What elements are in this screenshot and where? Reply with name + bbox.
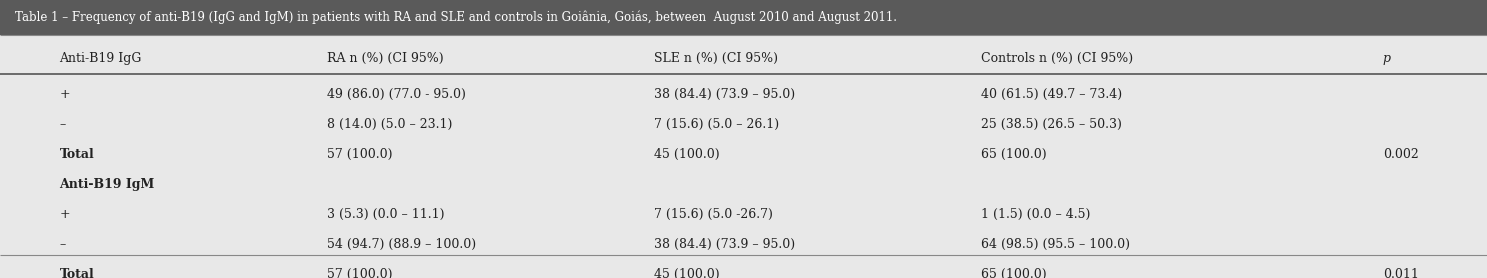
Text: 45 (100.0): 45 (100.0) — [654, 148, 720, 161]
Text: +: + — [59, 88, 70, 101]
Text: Total: Total — [59, 148, 94, 161]
FancyBboxPatch shape — [0, 0, 1487, 35]
Text: 7 (15.6) (5.0 – 26.1): 7 (15.6) (5.0 – 26.1) — [654, 118, 779, 131]
Text: 0.011: 0.011 — [1383, 267, 1419, 278]
Text: Table 1 – Frequency of anti-B19 (IgG and IgM) in patients with RA and SLE and co: Table 1 – Frequency of anti-B19 (IgG and… — [15, 10, 897, 24]
Text: 57 (100.0): 57 (100.0) — [327, 267, 393, 278]
Text: –: – — [59, 118, 65, 131]
Text: 38 (84.4) (73.9 – 95.0): 38 (84.4) (73.9 – 95.0) — [654, 238, 796, 251]
Text: 54 (94.7) (88.9 – 100.0): 54 (94.7) (88.9 – 100.0) — [327, 238, 476, 251]
Text: p: p — [1383, 52, 1390, 65]
Text: 65 (100.0): 65 (100.0) — [981, 148, 1047, 161]
Text: 38 (84.4) (73.9 – 95.0): 38 (84.4) (73.9 – 95.0) — [654, 88, 796, 101]
Text: Total: Total — [59, 267, 94, 278]
Text: 64 (98.5) (95.5 – 100.0): 64 (98.5) (95.5 – 100.0) — [981, 238, 1130, 251]
Text: Controls n (%) (CI 95%): Controls n (%) (CI 95%) — [981, 52, 1133, 65]
Text: 25 (38.5) (26.5 – 50.3): 25 (38.5) (26.5 – 50.3) — [981, 118, 1123, 131]
Text: 0.002: 0.002 — [1383, 148, 1419, 161]
Text: 1 (1.5) (0.0 – 4.5): 1 (1.5) (0.0 – 4.5) — [981, 208, 1091, 221]
Text: RA n (%) (CI 95%): RA n (%) (CI 95%) — [327, 52, 443, 65]
Text: SLE n (%) (CI 95%): SLE n (%) (CI 95%) — [654, 52, 778, 65]
Text: +: + — [59, 208, 70, 221]
Text: 65 (100.0): 65 (100.0) — [981, 267, 1047, 278]
Text: 7 (15.6) (5.0 -26.7): 7 (15.6) (5.0 -26.7) — [654, 208, 773, 221]
Text: 45 (100.0): 45 (100.0) — [654, 267, 720, 278]
Text: 40 (61.5) (49.7 – 73.4): 40 (61.5) (49.7 – 73.4) — [981, 88, 1123, 101]
Text: –: – — [59, 238, 65, 251]
Text: 57 (100.0): 57 (100.0) — [327, 148, 393, 161]
Text: 49 (86.0) (77.0 - 95.0): 49 (86.0) (77.0 - 95.0) — [327, 88, 465, 101]
Text: 3 (5.3) (0.0 – 11.1): 3 (5.3) (0.0 – 11.1) — [327, 208, 445, 221]
Text: 8 (14.0) (5.0 – 23.1): 8 (14.0) (5.0 – 23.1) — [327, 118, 452, 131]
Text: Anti-B19 IgM: Anti-B19 IgM — [59, 178, 155, 191]
Text: Anti-B19 IgG: Anti-B19 IgG — [59, 52, 141, 65]
